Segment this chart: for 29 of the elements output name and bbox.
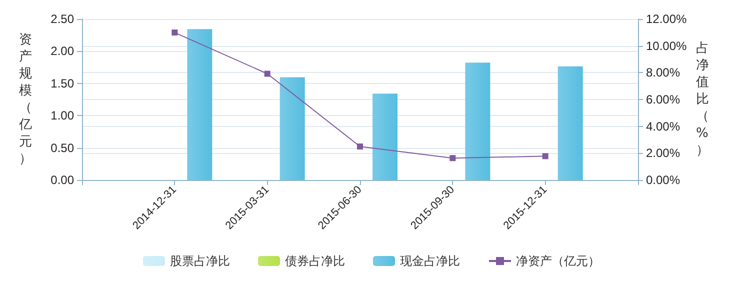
bar — [465, 62, 490, 180]
y2-tick-label: 6.00% — [646, 92, 680, 106]
bar — [187, 29, 212, 180]
point — [172, 30, 178, 36]
bar — [372, 94, 398, 180]
y-tick-label: 1.00 — [50, 108, 74, 123]
y-tick-label: 2.50 — [50, 12, 74, 26]
y-tick-label: 0.50 — [50, 140, 74, 155]
y2-tick-label: 0.00% — [646, 173, 680, 187]
y2-tick-label: 10.00% — [646, 38, 688, 53]
y2-axis-title: 占净值比（%） — [696, 41, 709, 158]
y-tick-label: 1.50 — [50, 76, 74, 90]
point — [357, 144, 363, 150]
y2-tick-label: 2.00% — [646, 146, 680, 160]
y-tick-label: 2.00 — [50, 44, 74, 58]
bar — [280, 77, 305, 180]
legend-label: 净资产（亿元） — [516, 254, 600, 268]
y2-tick-label: 12.00% — [646, 12, 688, 26]
y2-tick-label: 8.00% — [646, 66, 680, 80]
y-axis-title: 资产规模（亿元） — [18, 32, 32, 166]
point — [542, 153, 548, 160]
legend-label: 股票占净比 — [170, 254, 230, 268]
point — [450, 155, 456, 162]
legend-label: 现金占净比 — [400, 254, 460, 268]
point — [264, 70, 270, 77]
bar — [558, 66, 583, 180]
y2-tick-label: 4.00% — [646, 119, 680, 134]
y-tick-label: 0.00 — [50, 173, 74, 187]
legend-label: 债券占净比 — [285, 254, 345, 268]
